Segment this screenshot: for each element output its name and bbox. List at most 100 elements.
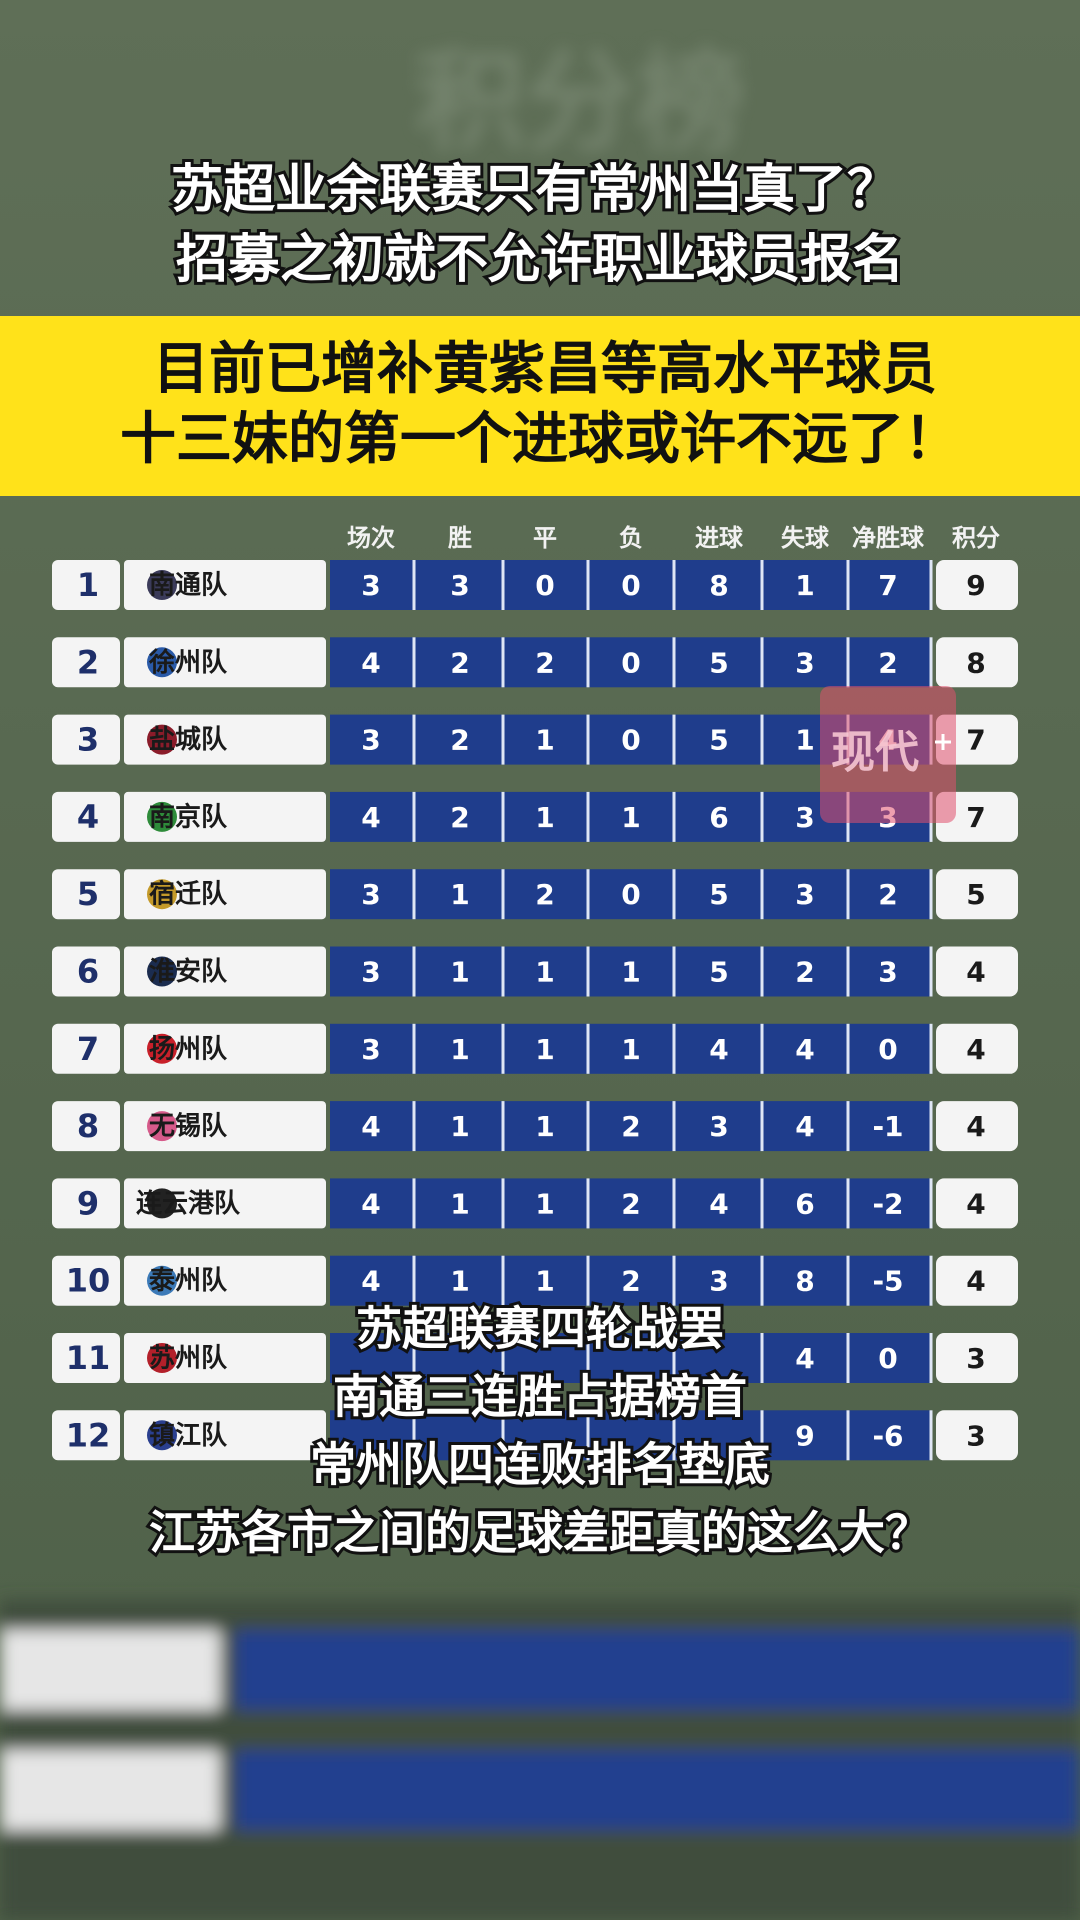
team-logo <box>147 1111 177 1142</box>
column-header: 平 <box>533 524 557 552</box>
column-header: 胜 <box>448 524 472 552</box>
subtitle: 江苏各市之间的足球差距真的这么大？ <box>149 1506 931 1560</box>
rank: 8 <box>77 1107 99 1145</box>
rank-cell <box>52 946 120 997</box>
stat: 4 <box>709 1187 728 1220</box>
stat: 1 <box>450 878 469 911</box>
rank-cell <box>52 714 120 765</box>
team-cell <box>124 869 326 920</box>
team-cell <box>124 946 326 997</box>
rank: 9 <box>77 1184 99 1222</box>
points-cell <box>936 791 1018 842</box>
team-logo <box>147 801 177 832</box>
rank-cell <box>52 791 120 842</box>
stat: 6 <box>795 1187 814 1220</box>
points: 7 <box>966 724 985 757</box>
stats-band <box>330 560 930 610</box>
subtitle: 南通三连胜占据榜首 <box>333 1370 747 1424</box>
subtitles: 苏超联赛四轮战罢南通三连胜占据榜首常州队四连败排名垫底江苏各市之间的足球差距真的… <box>146 1299 934 1563</box>
rank-cell <box>52 1101 120 1152</box>
points: 4 <box>966 1110 985 1143</box>
points: 4 <box>966 1033 985 1066</box>
team-logo <box>147 956 177 987</box>
stat: 4 <box>361 1110 380 1143</box>
team-name: 盐城队 <box>149 725 228 755</box>
stat: 1 <box>535 1110 554 1143</box>
team-cell <box>124 1101 326 1152</box>
stat: 3 <box>709 1265 728 1298</box>
stat: 1 <box>621 801 640 834</box>
points-cell <box>936 1101 1018 1152</box>
stat: 3 <box>361 1033 380 1066</box>
blurred-footer <box>0 1600 1080 1920</box>
rank: 2 <box>77 643 99 681</box>
points: 4 <box>966 956 985 989</box>
team-name: 淮安队 <box>149 957 228 987</box>
team-cell <box>124 637 326 688</box>
rank-cell <box>52 1255 120 1306</box>
stat: 4 <box>361 1265 380 1298</box>
stats-band <box>330 1101 930 1152</box>
rank-cell <box>52 869 120 920</box>
points-cell <box>936 560 1018 610</box>
team-cell <box>124 560 326 610</box>
team-name: 宿迁队 <box>149 879 228 910</box>
team-logo <box>147 1265 177 1296</box>
stat: 4 <box>361 1187 380 1220</box>
stat: 2 <box>621 1110 640 1143</box>
column-header: 进球 <box>695 524 744 552</box>
points-cell <box>936 946 1018 997</box>
stat: 4 <box>795 1342 814 1375</box>
stat: 1 <box>535 956 554 989</box>
points: 9 <box>966 569 985 602</box>
headline: 招募之初就不允许职业球员报名 <box>176 230 904 290</box>
stat: 2 <box>450 801 469 834</box>
stat: 0 <box>621 646 640 679</box>
team-cell <box>124 1333 326 1383</box>
stat: 1 <box>450 1265 469 1298</box>
stat: 3 <box>450 569 469 602</box>
stats-band <box>330 869 930 920</box>
points-cell <box>936 1333 1018 1383</box>
stat: 1 <box>795 569 814 602</box>
rank: 12 <box>66 1416 111 1454</box>
team-logo <box>147 1033 177 1064</box>
stat: 1 <box>621 1033 640 1066</box>
stats-band <box>330 637 930 688</box>
column-header: 净胜球 <box>852 524 925 552</box>
points: 5 <box>966 878 985 911</box>
stats-band <box>330 1255 930 1306</box>
rank: 3 <box>77 721 99 759</box>
team-logo <box>147 570 177 600</box>
stat: 5 <box>709 956 728 989</box>
points-cell <box>936 1023 1018 1074</box>
stats-band <box>330 946 930 997</box>
rank-cell <box>52 1410 120 1461</box>
stats-band <box>330 1178 930 1229</box>
points: 7 <box>966 801 985 834</box>
points: 4 <box>966 1265 985 1298</box>
stat: 8 <box>795 1265 814 1298</box>
stats-band <box>330 1410 930 1461</box>
stat: 4 <box>709 1033 728 1066</box>
stat: 5 <box>709 878 728 911</box>
stat: 3 <box>361 956 380 989</box>
team-name: 南京队 <box>149 801 228 832</box>
team-cell <box>124 1023 326 1074</box>
stat: 0 <box>621 724 640 757</box>
team-cell <box>124 1410 326 1461</box>
stat: 2 <box>621 1265 640 1298</box>
stat: 3 <box>795 801 814 834</box>
column-header: 失球 <box>781 524 830 552</box>
subtitle: 苏超联赛四轮战罢 <box>356 1302 724 1356</box>
column-header: 积分 <box>952 524 1000 552</box>
stat: -2 <box>872 1187 903 1220</box>
stat: 0 <box>878 1342 897 1375</box>
column-header: 场次 <box>347 524 395 552</box>
stat: 2 <box>878 878 897 911</box>
rank: 1 <box>77 566 99 604</box>
stat: 4 <box>361 801 380 834</box>
team-cell <box>124 1255 326 1306</box>
stat: 8 <box>709 569 728 602</box>
